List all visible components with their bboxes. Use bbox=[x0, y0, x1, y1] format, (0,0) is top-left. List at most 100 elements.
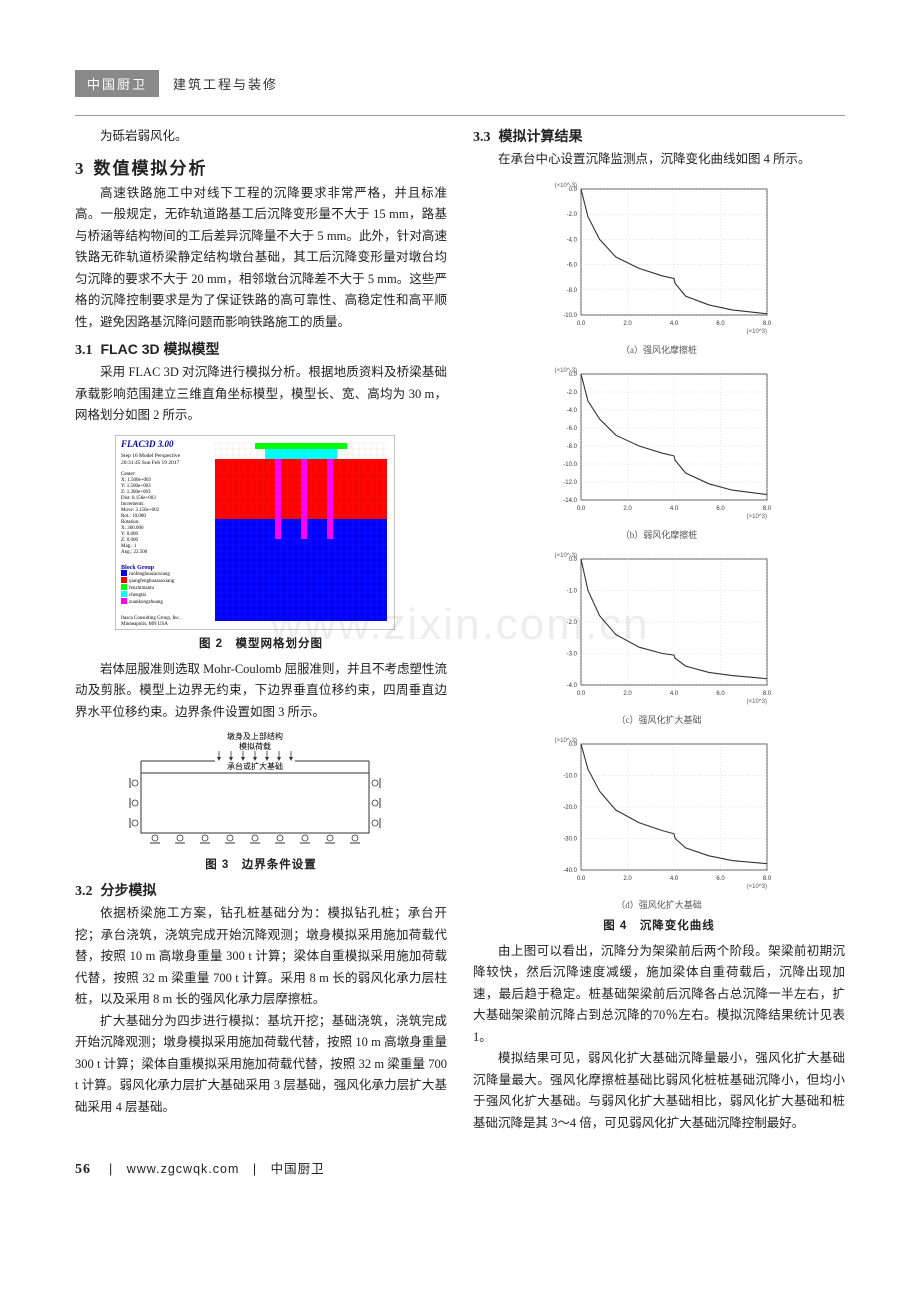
sec32-body-a: 依据桥梁施工方案，钻孔桩基础分为：模拟钻孔桩；承台开挖；承台浇筑，浇筑完成开始沉… bbox=[75, 903, 447, 1011]
svg-text:-6.0: -6.0 bbox=[567, 262, 578, 268]
svg-text:Y: 1.500e+003: Y: 1.500e+003 bbox=[121, 484, 151, 489]
svg-text:Increments:: Increments: bbox=[121, 502, 145, 507]
svg-text:-8.0: -8.0 bbox=[567, 444, 578, 450]
svg-text:Y: 0.000: Y: 0.000 bbox=[121, 532, 139, 537]
svg-text:fenzhimantu: fenzhimantu bbox=[129, 586, 154, 591]
footer-site: www.zgcwqk.com bbox=[127, 1162, 240, 1176]
svg-text:Step 16 Model Perspective: Step 16 Model Perspective bbox=[121, 453, 181, 459]
sec33-body-a: 在承台中心设置沉降监测点，沉降变化曲线如图 4 所示。 bbox=[473, 149, 845, 171]
svg-text:FLAC3D 3.00: FLAC3D 3.00 bbox=[120, 439, 174, 449]
svg-text:4.0: 4.0 bbox=[670, 506, 679, 512]
svg-text:-4.0: -4.0 bbox=[567, 683, 578, 689]
svg-text:-12.0: -12.0 bbox=[563, 480, 577, 486]
svg-text:X: 360.000: X: 360.000 bbox=[121, 526, 144, 531]
svg-text:chengtai: chengtai bbox=[129, 593, 147, 598]
header-brand: 中国厨卫 bbox=[75, 70, 159, 97]
svg-text:0.0: 0.0 bbox=[577, 506, 586, 512]
svg-text:模拟荷载: 模拟荷载 bbox=[239, 741, 271, 751]
sec3-body: 高速铁路施工中对线下工程的沉降要求非常严格，并且标准高。一般规定，无砟轨道路基工… bbox=[75, 183, 447, 334]
svg-text:-3.0: -3.0 bbox=[567, 651, 578, 657]
svg-text:X: 1.500e+003: X: 1.500e+003 bbox=[121, 478, 152, 483]
header-rule bbox=[75, 115, 845, 116]
svg-text:(×10^-3): (×10^-3) bbox=[555, 183, 577, 189]
chart-a: 0.02.04.06.08.0(×10^3)0.0-2.0-4.0-6.0-8.… bbox=[539, 179, 779, 339]
svg-text:ruofenghuazaoxiang: ruofenghuazaoxiang bbox=[129, 572, 170, 577]
right-column: 3.3模拟计算结果 在承台中心设置沉降监测点，沉降变化曲线如图 4 所示。 0.… bbox=[473, 126, 845, 1134]
chart-d: 0.02.04.06.08.0(×10^3)0.0-10.0-20.0-30.0… bbox=[539, 734, 779, 894]
chart-b-caption: （b）弱风化摩擦桩 bbox=[473, 528, 845, 541]
svg-text:-2.0: -2.0 bbox=[567, 620, 578, 626]
svg-text:8.0: 8.0 bbox=[763, 506, 772, 512]
svg-text:(×10^-3): (×10^-3) bbox=[555, 553, 577, 559]
svg-text:墩身及上部结构: 墩身及上部结构 bbox=[227, 731, 283, 741]
svg-text:8.0: 8.0 bbox=[763, 321, 772, 327]
svg-text:-4.0: -4.0 bbox=[567, 237, 578, 243]
chart-c-caption: （c）强风化扩大基础 bbox=[473, 713, 845, 726]
svg-text:-10.0: -10.0 bbox=[563, 313, 577, 319]
svg-text:Minneapolis, MN USA: Minneapolis, MN USA bbox=[121, 622, 168, 627]
left-column: 为砾岩弱风化。 3数值模拟分析 高速铁路施工中对线下工程的沉降要求非常严格，并且… bbox=[75, 126, 447, 1134]
intro-line: 为砾岩弱风化。 bbox=[75, 126, 447, 148]
svg-text:-30.0: -30.0 bbox=[563, 836, 577, 842]
section-3: 3数值模拟分析 bbox=[75, 154, 447, 179]
svg-text:0.0: 0.0 bbox=[577, 691, 586, 697]
svg-text:(×10^3): (×10^3) bbox=[747, 884, 767, 890]
svg-text:-40.0: -40.0 bbox=[563, 868, 577, 874]
svg-text:0.0: 0.0 bbox=[577, 876, 586, 882]
svg-text:承台或扩大基础: 承台或扩大基础 bbox=[227, 761, 283, 771]
page-footer: 56 | www.zgcwqk.com | 中国厨卫 bbox=[75, 1158, 845, 1178]
svg-text:zuankongzhuang: zuankongzhuang bbox=[129, 600, 163, 605]
svg-text:-4.0: -4.0 bbox=[567, 408, 578, 414]
svg-text:Dist: 8.156e+003: Dist: 8.156e+003 bbox=[121, 496, 156, 501]
svg-text:qiangfenghuazaoxiang: qiangfenghuazaoxiang bbox=[129, 579, 175, 584]
svg-text:2.0: 2.0 bbox=[623, 876, 632, 882]
chart-a-caption: （a）强风化摩擦桩 bbox=[473, 343, 845, 356]
svg-text:-2.0: -2.0 bbox=[567, 212, 578, 218]
svg-text:6.0: 6.0 bbox=[716, 876, 725, 882]
svg-text:Center:: Center: bbox=[121, 472, 136, 477]
svg-text:4.0: 4.0 bbox=[670, 876, 679, 882]
chart-c: 0.02.04.06.08.0(×10^3)0.0-1.0-2.0-3.0-4.… bbox=[539, 549, 779, 709]
figure-3-caption: 图 3 边界条件设置 bbox=[75, 856, 447, 872]
svg-text:2.0: 2.0 bbox=[623, 691, 632, 697]
svg-text:2.0: 2.0 bbox=[623, 506, 632, 512]
svg-text:(×10^3): (×10^3) bbox=[747, 699, 767, 705]
svg-text:-6.0: -6.0 bbox=[567, 426, 578, 432]
chart-d-caption: （d）强风化扩大基础 bbox=[473, 898, 845, 911]
svg-text:6.0: 6.0 bbox=[716, 321, 725, 327]
sec31-body: 采用 FLAC 3D 对沉降进行模拟分析。根据地质资料及桥梁基础承载影响范围建立… bbox=[75, 362, 447, 427]
svg-text:2.0: 2.0 bbox=[623, 321, 632, 327]
svg-text:-2.0: -2.0 bbox=[567, 390, 578, 396]
figure-2: FLAC3D 3.00 Step 16 Model Perspective20:3… bbox=[115, 435, 395, 630]
svg-text:Rot.: 10.000: Rot.: 10.000 bbox=[121, 514, 146, 519]
svg-text:-8.0: -8.0 bbox=[567, 287, 578, 293]
after-fig2: 岩体屈服准则选取 Mohr-Coulomb 屈服准则，并且不考虑塑性流动及剪胀。… bbox=[75, 659, 447, 724]
section-3-3: 3.3模拟计算结果 bbox=[473, 126, 845, 146]
svg-text:-10.0: -10.0 bbox=[563, 773, 577, 779]
svg-text:20:31:45 Sun Feb 19 2017: 20:31:45 Sun Feb 19 2017 bbox=[121, 460, 180, 466]
svg-text:-20.0: -20.0 bbox=[563, 805, 577, 811]
header-category: 建筑工程与装修 bbox=[173, 74, 278, 93]
page-number: 56 bbox=[75, 1162, 91, 1177]
svg-text:Z: 1.300e+003: Z: 1.300e+003 bbox=[121, 490, 151, 495]
svg-text:-1.0: -1.0 bbox=[567, 588, 578, 594]
svg-text:Itasca Consulting Group, Inc.: Itasca Consulting Group, Inc. bbox=[121, 616, 180, 621]
svg-text:Rotation:: Rotation: bbox=[121, 520, 140, 525]
svg-text:Move: 3.156e+002: Move: 3.156e+002 bbox=[121, 508, 160, 513]
section-3-1: 3.1FLAC 3D 模拟模型 bbox=[75, 339, 447, 359]
svg-text:(×10^3): (×10^3) bbox=[747, 329, 767, 335]
svg-text:-10.0: -10.0 bbox=[563, 462, 577, 468]
svg-text:0.0: 0.0 bbox=[577, 321, 586, 327]
svg-text:(×10^-3): (×10^-3) bbox=[555, 368, 577, 374]
sec33-body-b: 由上图可以看出，沉降分为架梁前后两个阶段。架梁前初期沉降较快，然后沉降速度减缓，… bbox=[473, 941, 845, 1049]
svg-text:Z: 0.000: Z: 0.000 bbox=[121, 538, 138, 543]
svg-text:4.0: 4.0 bbox=[670, 321, 679, 327]
footer-brand: 中国厨卫 bbox=[271, 1162, 325, 1176]
sec32-body-b: 扩大基础分为四步进行模拟：基坑开挖；基础浇筑，浇筑完成开始沉降观测；墩身模拟采用… bbox=[75, 1011, 447, 1119]
svg-text:Mag.: 1: Mag.: 1 bbox=[121, 544, 137, 549]
figure-2-caption: 图 2 模型网格划分图 bbox=[75, 635, 447, 651]
svg-text:(×10^3): (×10^3) bbox=[747, 514, 767, 520]
svg-text:8.0: 8.0 bbox=[763, 876, 772, 882]
svg-text:8.0: 8.0 bbox=[763, 691, 772, 697]
figure-4-caption: 图 4 沉降变化曲线 bbox=[473, 917, 845, 933]
